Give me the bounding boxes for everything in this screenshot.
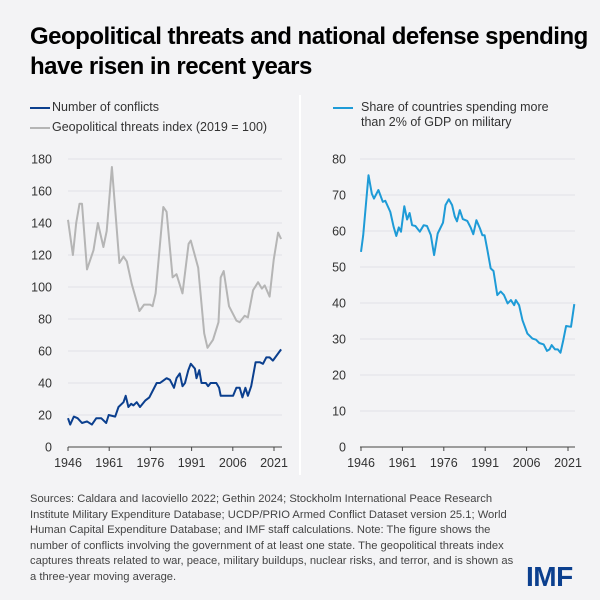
x-tick-label: 1961: [388, 456, 416, 470]
x-tick-label: 2006: [219, 456, 247, 470]
y-tick-label: 20: [38, 409, 52, 423]
y-tick-label: 140: [31, 217, 52, 231]
legend-item-threats: Geopolitical threats index (2019 = 100): [30, 120, 267, 135]
x-tick-label: 1976: [430, 456, 458, 470]
series-line-0-1: [67, 348, 282, 426]
x-tick-label: 1976: [136, 456, 164, 470]
legend-right: Share of countries spending more than 2%…: [333, 100, 573, 135]
y-tick-label: 50: [332, 261, 346, 275]
x-tick-label: 2006: [513, 456, 541, 470]
y-tick-label: 100: [31, 281, 52, 295]
y-tick-label: 0: [45, 441, 52, 455]
y-tick-label: 30: [332, 333, 346, 347]
y-tick-label: 10: [332, 405, 346, 419]
x-tick-label: 1961: [95, 456, 123, 470]
x-tick-label: 1991: [178, 456, 206, 470]
series-line-1-0: [360, 174, 576, 354]
y-tick-label: 160: [31, 185, 52, 199]
y-tick-label: 0: [339, 441, 346, 455]
left-chart: 0 20 40 60 80 100 120 140 160 180 1946 1961 1976 1991…: [31, 153, 288, 471]
legend-swatch-threats: [30, 127, 50, 129]
legend-item-share: Share of countries spending more than 2%…: [333, 100, 573, 130]
legend-swatch-conflicts: [30, 107, 50, 109]
legend-label-conflicts: Number of conflicts: [52, 100, 159, 114]
chart-title: Geopolitical threats and national defens…: [30, 23, 588, 80]
legend-label-share: Share of countries spending more than 2%…: [361, 100, 549, 129]
legend-item-conflicts: Number of conflicts: [30, 100, 267, 115]
x-tick-label: 1946: [347, 456, 375, 470]
legend-swatch-share: [333, 107, 353, 109]
right-chart: 0 10 20 30 40 50 60 70 80 1946 1961 1976 1991 2006 202…: [332, 153, 582, 471]
y-tick-label: 80: [332, 153, 346, 167]
y-tick-label: 60: [332, 225, 346, 239]
y-tick-label: 60: [38, 345, 52, 359]
legend-label-threats: Geopolitical threats index (2019 = 100): [52, 120, 268, 134]
legend-left: Number of conflicts Geopolitical threats…: [30, 100, 267, 140]
y-tick-label: 70: [332, 189, 346, 203]
y-tick-label: 40: [38, 377, 52, 391]
y-tick-label: 20: [332, 369, 346, 383]
x-tick-label: 2021: [260, 456, 288, 470]
y-tick-label: 180: [31, 153, 52, 167]
x-tick-label: 1991: [471, 456, 499, 470]
y-tick-label: 120: [31, 249, 52, 263]
x-tick-label: 1946: [54, 456, 82, 470]
y-tick-label: 80: [38, 313, 52, 327]
imf-logo: IMF: [526, 561, 573, 592]
sources-note: Sources: Caldara and Iacoviello 2022; Ge…: [30, 493, 514, 583]
y-tick-label: 40: [332, 297, 346, 311]
x-tick-label: 2021: [554, 456, 582, 470]
series-line-0-0: [67, 166, 283, 349]
